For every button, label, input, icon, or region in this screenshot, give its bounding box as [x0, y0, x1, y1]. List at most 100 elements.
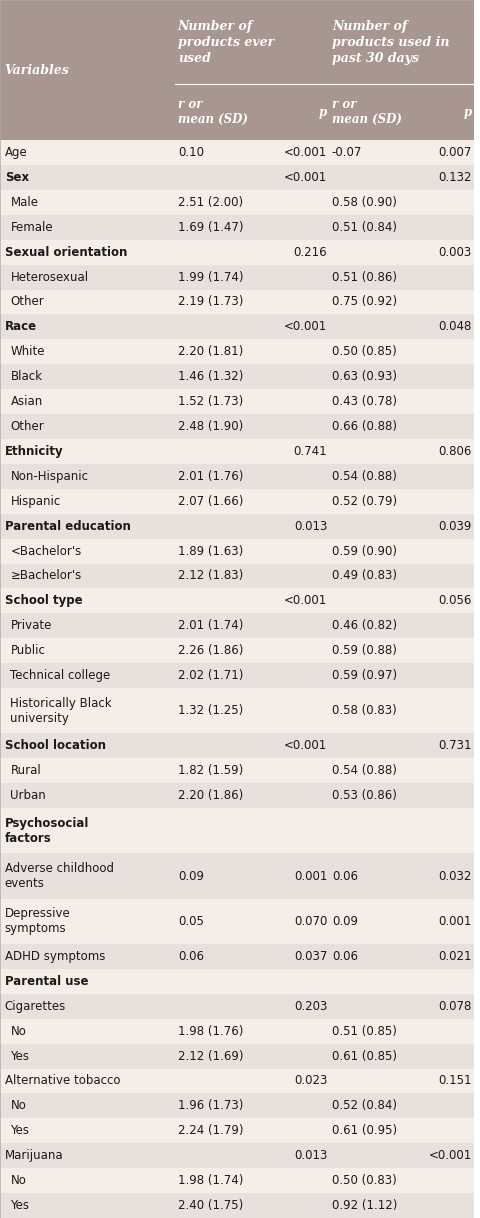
Text: 0.54 (0.88): 0.54 (0.88)	[332, 470, 397, 482]
Text: 2.40 (1.75): 2.40 (1.75)	[178, 1199, 243, 1212]
Text: r or
mean (SD): r or mean (SD)	[332, 99, 402, 125]
Text: No: No	[11, 1024, 26, 1038]
Text: 0.49 (0.83): 0.49 (0.83)	[332, 570, 397, 582]
Text: Number of
products ever
used: Number of products ever used	[178, 19, 274, 65]
Text: Historically Black
university: Historically Black university	[11, 697, 112, 725]
Text: 0.51 (0.85): 0.51 (0.85)	[332, 1024, 397, 1038]
Bar	[0, 240, 474, 264]
Bar	[0, 1068, 474, 1094]
Bar	[0, 944, 474, 968]
Bar	[0, 164, 474, 190]
Text: <Bachelor's: <Bachelor's	[11, 544, 82, 558]
Text: Female: Female	[11, 220, 53, 234]
Text: 2.01 (1.74): 2.01 (1.74)	[178, 619, 243, 632]
Text: ≥Bachelor's: ≥Bachelor's	[11, 570, 82, 582]
Text: 1.98 (1.76): 1.98 (1.76)	[178, 1024, 243, 1038]
Text: White: White	[11, 346, 45, 358]
Text: 0.52 (0.79): 0.52 (0.79)	[332, 495, 397, 508]
Bar	[0, 1194, 474, 1218]
Text: 0.132: 0.132	[438, 171, 472, 184]
Text: 0.032: 0.032	[438, 870, 472, 883]
Text: 0.53 (0.86): 0.53 (0.86)	[332, 789, 397, 803]
Text: Psychosocial
factors: Psychosocial factors	[5, 817, 89, 845]
Bar	[0, 264, 474, 290]
Text: <0.001: <0.001	[284, 320, 327, 334]
Text: Yes: Yes	[11, 1124, 29, 1138]
Text: 0.06: 0.06	[332, 870, 358, 883]
Text: 0.023: 0.023	[294, 1074, 327, 1088]
Text: 1.46 (1.32): 1.46 (1.32)	[178, 370, 243, 384]
Bar	[0, 314, 474, 340]
Text: 0.61 (0.85): 0.61 (0.85)	[332, 1050, 397, 1062]
Text: Parental use: Parental use	[5, 974, 88, 988]
Text: 0.078: 0.078	[438, 1000, 472, 1012]
Text: Alternative tobacco: Alternative tobacco	[5, 1074, 120, 1088]
Bar	[0, 464, 474, 488]
Text: 2.19 (1.73): 2.19 (1.73)	[178, 296, 243, 308]
Bar	[0, 1094, 474, 1118]
Text: 2.02 (1.71): 2.02 (1.71)	[178, 669, 243, 682]
Text: p: p	[464, 106, 472, 118]
Text: 1.69 (1.47): 1.69 (1.47)	[178, 220, 243, 234]
Text: Age: Age	[5, 146, 27, 160]
Text: Sexual orientation: Sexual orientation	[5, 246, 127, 258]
Bar	[0, 390, 474, 414]
Text: -0.07: -0.07	[332, 146, 362, 160]
Text: Marijuana: Marijuana	[5, 1150, 63, 1162]
Text: Urban: Urban	[11, 789, 46, 803]
Text: 0.63 (0.93): 0.63 (0.93)	[332, 370, 397, 384]
Text: <0.001: <0.001	[284, 594, 327, 608]
Text: 1.52 (1.73): 1.52 (1.73)	[178, 395, 243, 408]
Text: Other: Other	[11, 420, 44, 434]
Text: School type: School type	[5, 594, 83, 608]
Text: 0.070: 0.070	[294, 915, 327, 928]
Text: Other: Other	[11, 296, 44, 308]
Text: 2.20 (1.86): 2.20 (1.86)	[178, 789, 243, 803]
Text: <0.001: <0.001	[429, 1150, 472, 1162]
Bar	[0, 1044, 474, 1068]
Text: 0.731: 0.731	[438, 739, 472, 753]
Bar	[0, 190, 474, 214]
Text: 2.24 (1.79): 2.24 (1.79)	[178, 1124, 243, 1138]
Text: Ethnicity: Ethnicity	[5, 445, 63, 458]
Bar	[0, 1168, 474, 1194]
Text: 1.99 (1.74): 1.99 (1.74)	[178, 270, 243, 284]
Text: 0.10: 0.10	[178, 146, 204, 160]
Text: 0.92 (1.12): 0.92 (1.12)	[332, 1199, 397, 1212]
Text: 2.01 (1.76): 2.01 (1.76)	[178, 470, 243, 482]
Text: 2.48 (1.90): 2.48 (1.90)	[178, 420, 243, 434]
Bar	[0, 588, 474, 614]
Text: 1.98 (1.74): 1.98 (1.74)	[178, 1174, 243, 1188]
Bar	[0, 783, 474, 808]
Bar	[0, 438, 474, 464]
Text: 0.09: 0.09	[178, 870, 204, 883]
Text: 0.05: 0.05	[178, 915, 204, 928]
Bar	[0, 688, 474, 733]
Text: No: No	[11, 1174, 26, 1188]
Text: 0.003: 0.003	[438, 246, 472, 258]
Text: 0.61 (0.95): 0.61 (0.95)	[332, 1124, 397, 1138]
Text: 2.26 (1.86): 2.26 (1.86)	[178, 644, 243, 658]
Text: Parental education: Parental education	[5, 520, 131, 532]
Text: <0.001: <0.001	[284, 171, 327, 184]
Text: 0.58 (0.83): 0.58 (0.83)	[332, 704, 396, 717]
Bar	[0, 364, 474, 390]
Text: Yes: Yes	[11, 1199, 29, 1212]
Bar	[0, 538, 474, 564]
Text: Hispanic: Hispanic	[11, 495, 60, 508]
Text: 0.151: 0.151	[438, 1074, 472, 1088]
Bar	[0, 140, 474, 164]
Bar	[0, 994, 474, 1018]
Bar	[0, 290, 474, 314]
Text: Heterosexual: Heterosexual	[11, 270, 88, 284]
Bar	[0, 808, 474, 854]
Text: 0.048: 0.048	[438, 320, 472, 334]
Text: Male: Male	[11, 196, 38, 208]
Text: p: p	[319, 106, 327, 118]
Text: 0.037: 0.037	[294, 950, 327, 963]
Bar	[0, 414, 474, 438]
Text: Non-Hispanic: Non-Hispanic	[11, 470, 88, 482]
Text: 0.52 (0.84): 0.52 (0.84)	[332, 1100, 397, 1112]
Text: 0.46 (0.82): 0.46 (0.82)	[332, 619, 397, 632]
Text: 1.32 (1.25): 1.32 (1.25)	[178, 704, 243, 717]
